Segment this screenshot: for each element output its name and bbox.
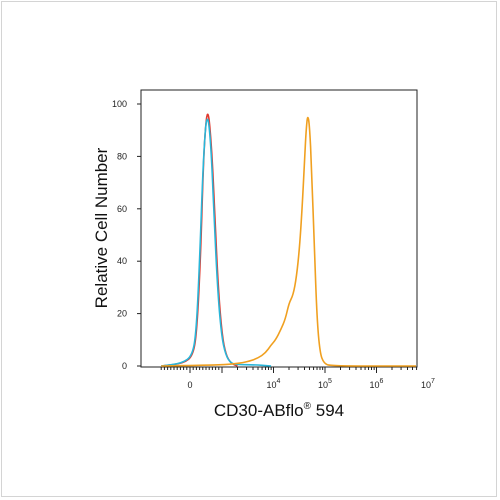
y-tick-label: 20	[117, 309, 127, 319]
x-axis-title-registered-mark: ®	[304, 401, 312, 412]
y-tick-label: 40	[117, 256, 127, 266]
y-tick-label: 100	[112, 99, 127, 109]
x-axis-title-main: CD30-ABflo	[214, 401, 304, 420]
plot-area-border	[140, 89, 418, 368]
histogram-line-2	[161, 118, 272, 367]
histogram-line-1	[161, 113, 238, 367]
histogram-line-3	[161, 116, 416, 367]
x-tick-label: 105	[318, 378, 332, 390]
y-tick-label: 0	[122, 361, 127, 371]
x-axis-title-suffix: 594	[311, 401, 344, 420]
x-axis-ticks: 0 104 105 106 107	[160, 367, 435, 390]
x-axis-title: CD30-ABflo® 594	[214, 401, 344, 420]
y-axis-title: Relative Cell Number	[92, 147, 111, 308]
x-tick-label: 107	[421, 378, 435, 390]
x-tick-label: 0	[187, 380, 192, 390]
y-tick-label: 80	[117, 151, 127, 161]
x-tick-label: 104	[267, 378, 281, 390]
histogram-series	[161, 113, 416, 367]
x-tick-label: 106	[370, 378, 384, 390]
y-tick-label: 60	[117, 204, 127, 214]
y-axis-ticks: 0 20 40 60 80 100	[112, 99, 141, 371]
axes	[140, 89, 418, 368]
